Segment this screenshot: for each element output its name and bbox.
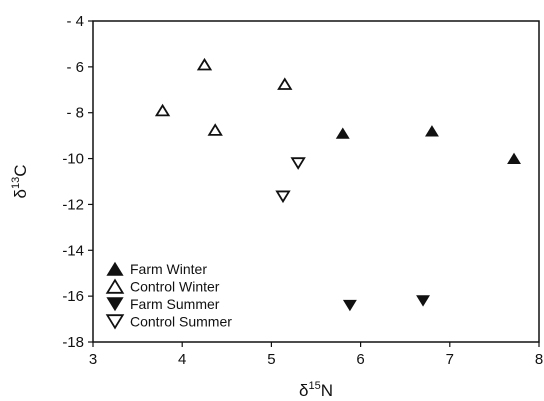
x-tick-label: 5 [267, 351, 275, 368]
farm-summer-point [342, 299, 357, 312]
control-winter-point [207, 123, 223, 136]
x-tick-label: 3 [89, 351, 97, 368]
legend-label-control-winter: Control Winter [130, 279, 220, 295]
y-tick-label: - 6 [66, 59, 84, 76]
x-axis-label: δ15N [299, 380, 333, 400]
farm-summer-point [416, 295, 430, 307]
legend-label-farm-summer: Farm Summer [130, 296, 220, 312]
legend-label-farm-winter: Farm Winter [130, 261, 207, 277]
x-tick-label: 6 [356, 351, 364, 368]
legend-marker-control-winter [105, 278, 125, 294]
legend-label-control-summer: Control Summer [130, 314, 232, 330]
control-summer-point [275, 190, 291, 204]
control-winter-point [154, 103, 171, 117]
y-axis: - 4 - 6 - 8 -10 -12 -14 -16 -18 [62, 13, 93, 351]
y-axis-label: δ13C [10, 165, 30, 199]
x-tick-label: 7 [446, 351, 454, 368]
plot-area-frame [92, 20, 540, 343]
x-tick-label: 8 [535, 351, 543, 368]
y-tick-label: -18 [62, 334, 84, 351]
y-tick-label: -16 [62, 288, 84, 305]
y-tick-label: -12 [62, 196, 84, 213]
x-tick-label: 4 [178, 351, 186, 368]
y-tick-label: -14 [62, 242, 84, 259]
legend-marker-farm-summer [106, 297, 124, 312]
control-winter-point [277, 77, 293, 90]
control-summer-point [290, 157, 306, 170]
farm-winter-point [425, 125, 439, 137]
control-winter-point [196, 57, 213, 71]
y-tick-label: - 4 [66, 13, 84, 30]
farm-winter-point [335, 127, 350, 139]
y-tick-label: - 8 [66, 105, 84, 122]
farm-winter-point [507, 152, 521, 165]
legend-marker-control-summer [105, 314, 125, 330]
y-tick-label: -10 [62, 151, 84, 168]
data-points [154, 57, 521, 312]
legend-marker-farm-winter [106, 261, 124, 276]
x-axis: 3 4 5 6 7 8 [89, 342, 543, 368]
